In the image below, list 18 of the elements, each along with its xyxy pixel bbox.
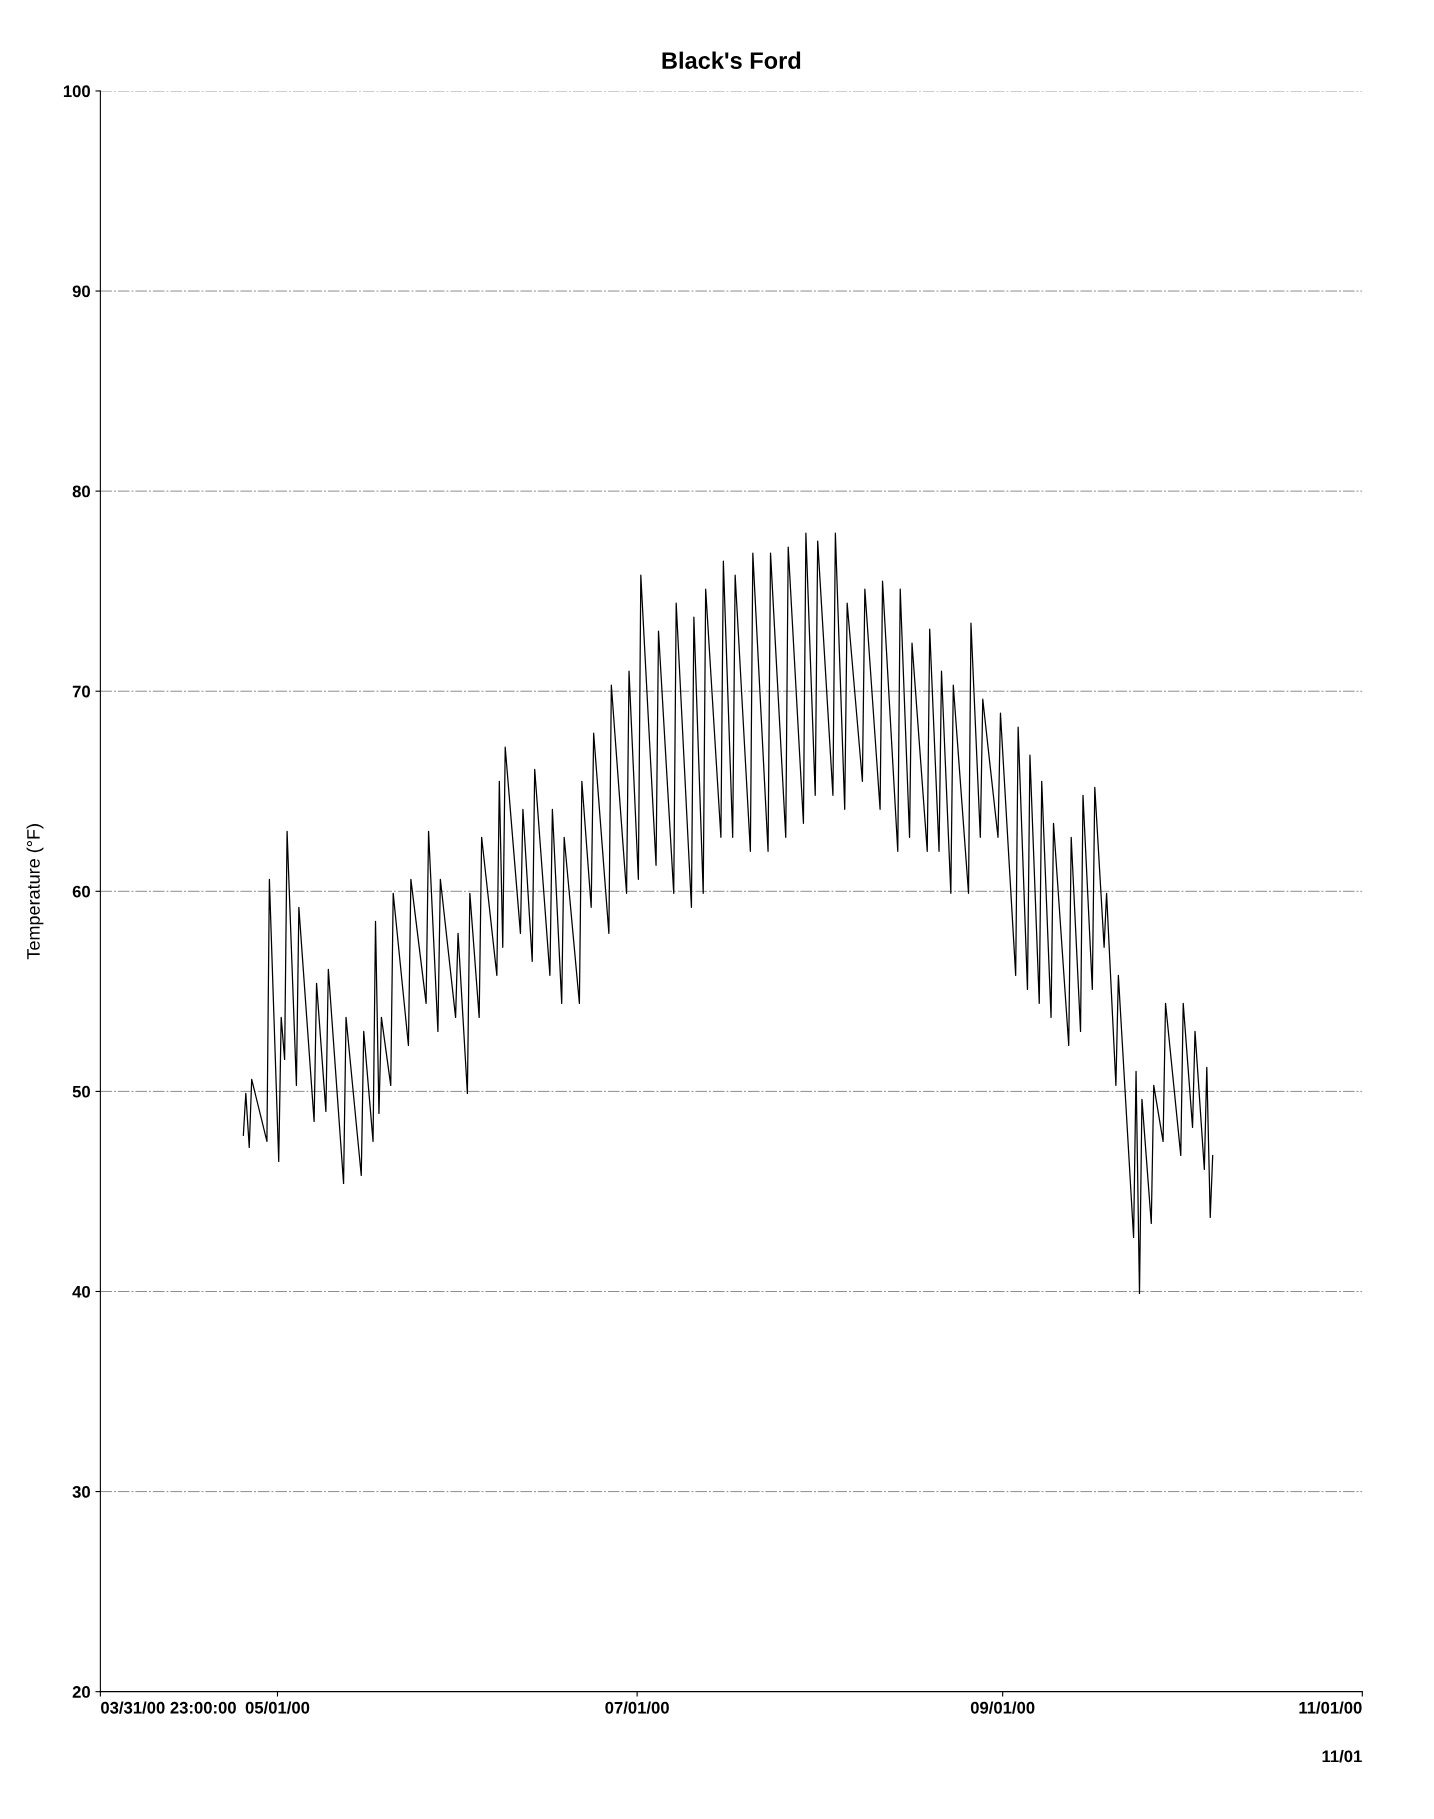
x-tick-label: 11/01/00: [1299, 1701, 1362, 1714]
y-tick-label: 90: [72, 285, 90, 298]
y-tick-label: 30: [72, 1485, 90, 1498]
y-axis-title: Temperature (°F): [26, 824, 44, 960]
x-tick-label: 05/01/00: [245, 1701, 310, 1714]
line-series: [242, 532, 1214, 1295]
chart-title: Black's Ford: [662, 51, 801, 69]
y-tick-label: 50: [72, 1085, 90, 1098]
x-tick-label: 09/01/00: [970, 1701, 1035, 1714]
x-tick-label: 03/31/00 23:00:00: [101, 1701, 236, 1714]
y-tick-label: 40: [72, 1285, 90, 1298]
x-tick-label: 07/01/00: [605, 1701, 669, 1714]
y-tick-label: 80: [72, 485, 90, 498]
y-tick-label: 100: [63, 85, 90, 98]
text: 11/01: [1322, 1750, 1362, 1763]
y-tick-label: 70: [72, 685, 90, 698]
y-tick-label: 20: [72, 1686, 90, 1698]
y-tick-label: 60: [72, 885, 90, 898]
